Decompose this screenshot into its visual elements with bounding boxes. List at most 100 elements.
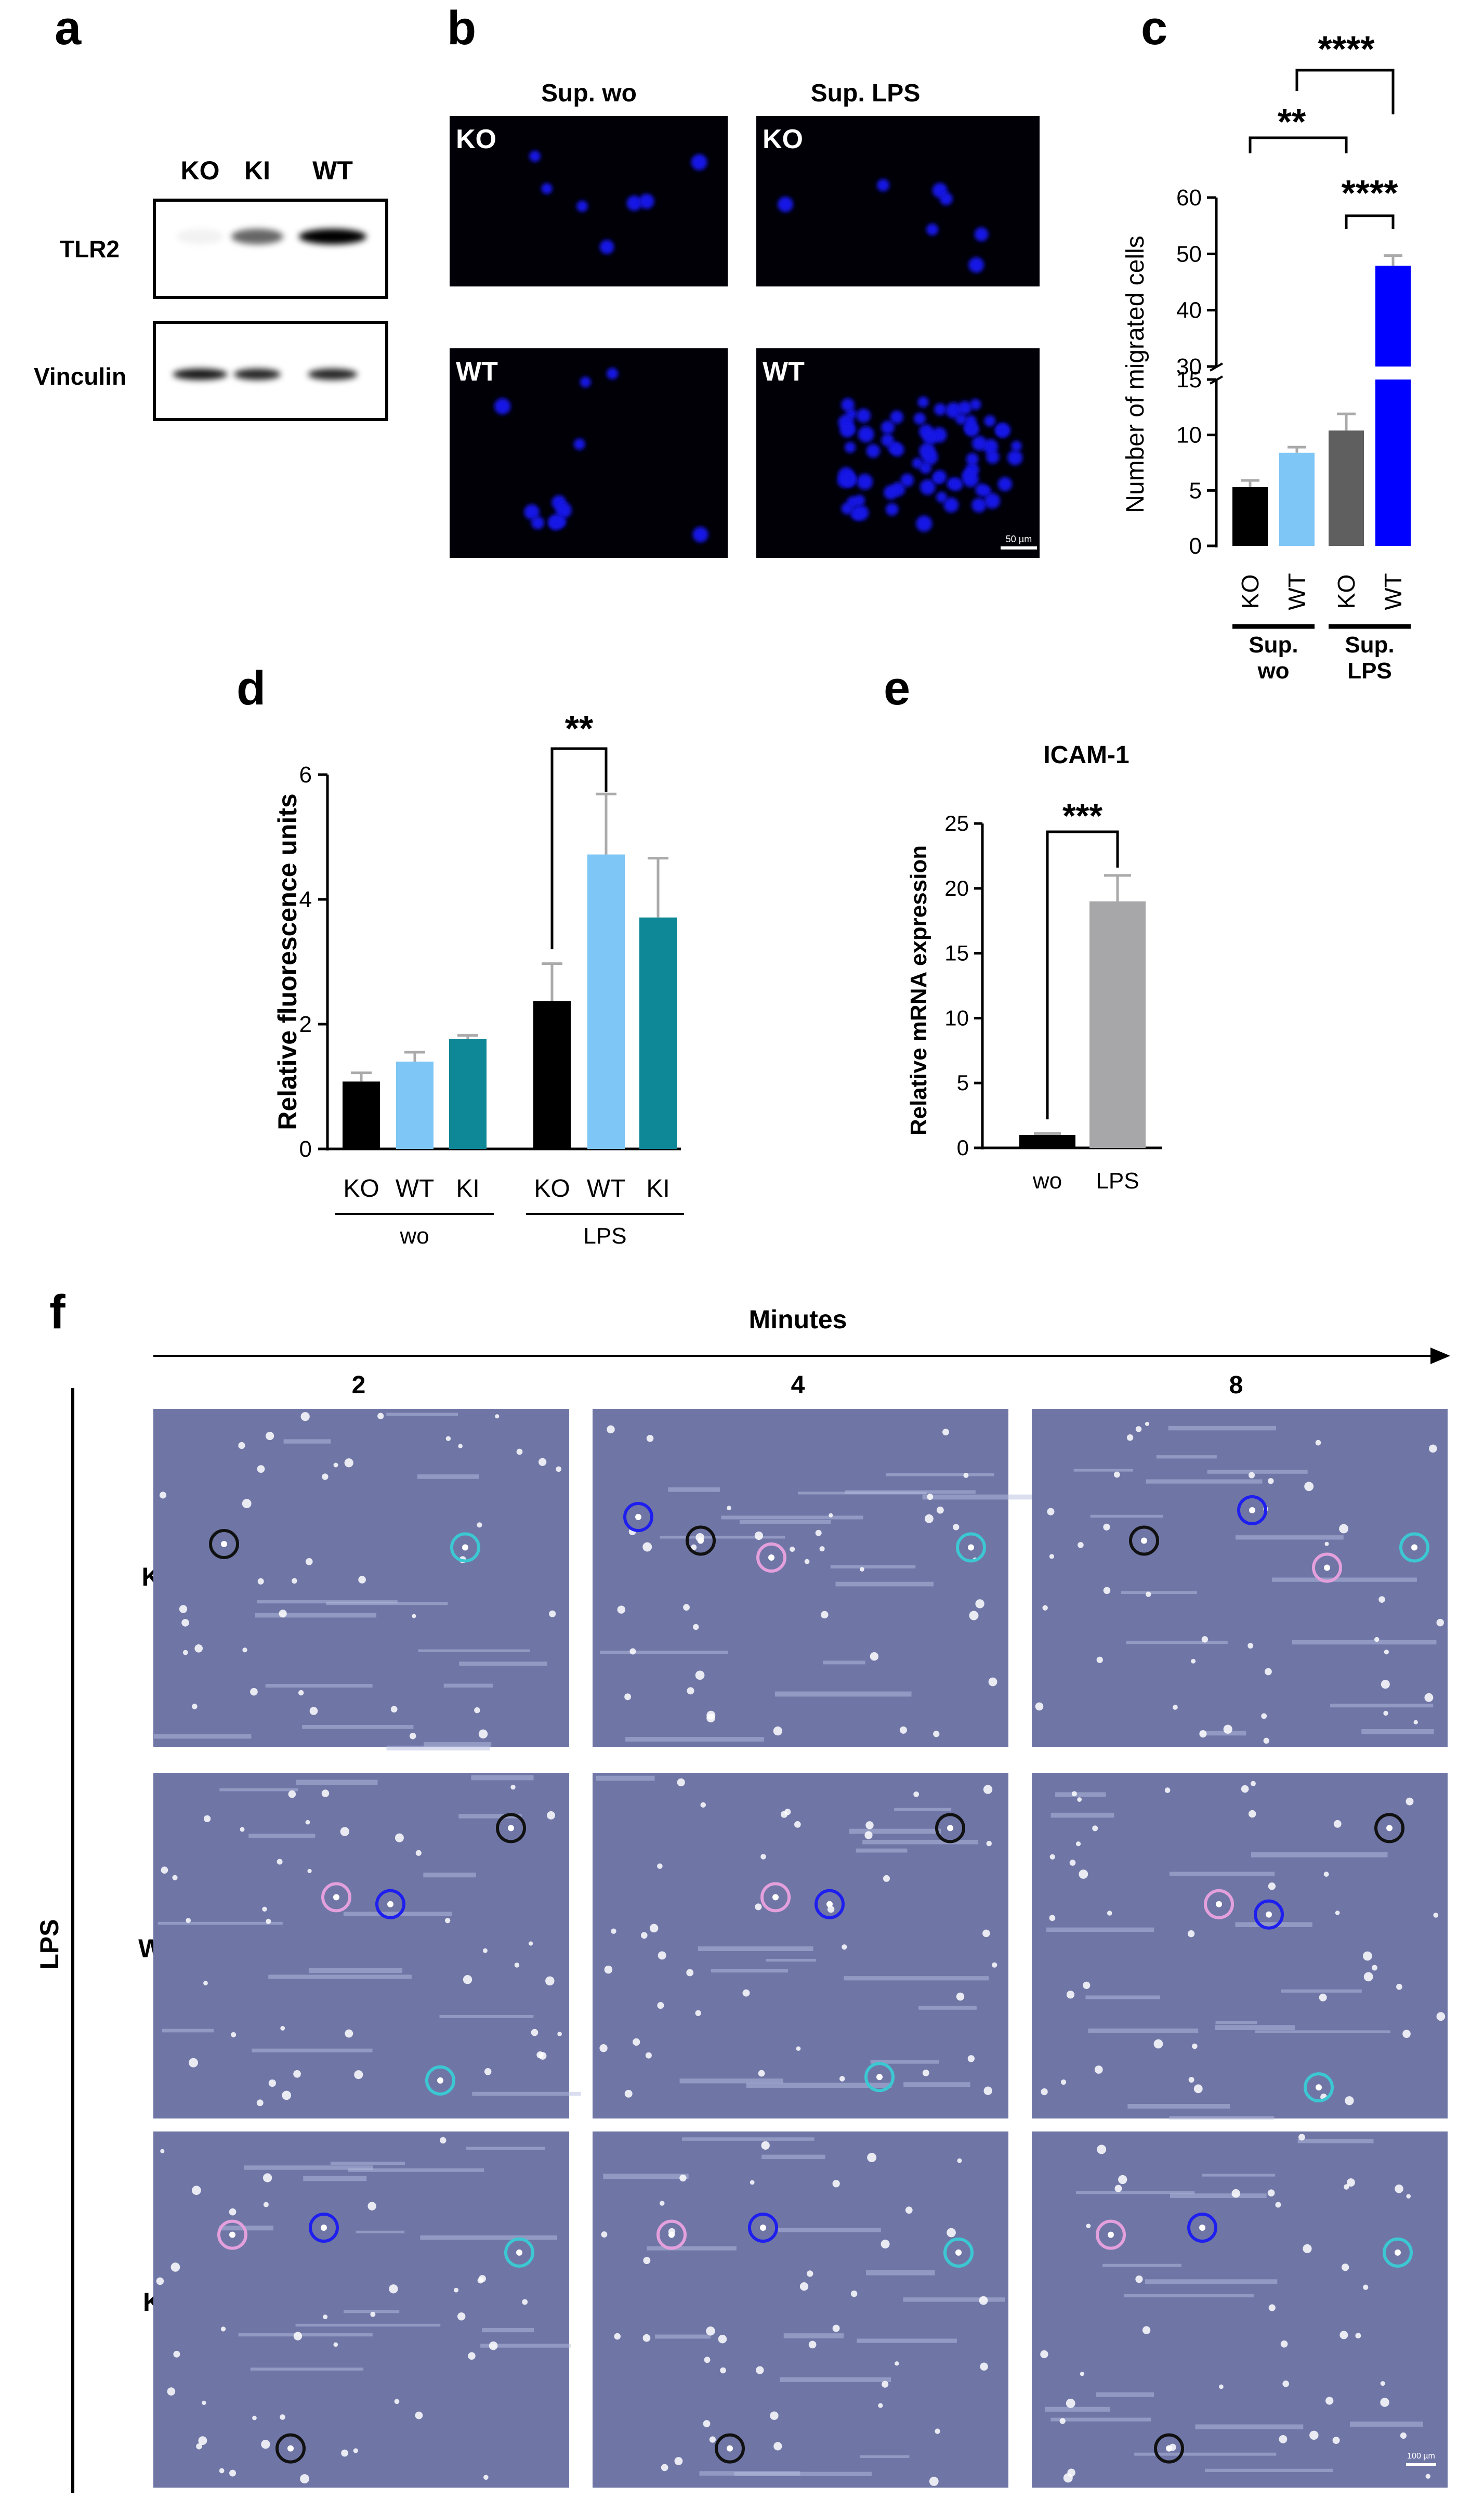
cell bbox=[686, 1969, 694, 1977]
cell bbox=[1344, 2184, 1349, 2190]
cell bbox=[645, 2052, 652, 2059]
nucleus bbox=[955, 413, 967, 425]
cell bbox=[1280, 2340, 1288, 2348]
cell bbox=[839, 2076, 845, 2082]
scan-streak bbox=[248, 1834, 316, 1838]
tracked-cell bbox=[768, 1554, 774, 1561]
cell bbox=[799, 2282, 809, 2291]
cell bbox=[333, 1462, 338, 1468]
nucleus bbox=[881, 434, 894, 447]
cell bbox=[282, 2090, 292, 2100]
nucleus bbox=[548, 514, 564, 530]
nucleus bbox=[599, 240, 614, 254]
micrograph-tile: WT bbox=[450, 348, 728, 558]
cell bbox=[159, 1492, 167, 1499]
cell bbox=[1145, 1421, 1149, 1426]
cell bbox=[268, 2079, 277, 2087]
cell bbox=[1103, 1523, 1110, 1531]
scan-streak bbox=[918, 2006, 977, 2010]
cell bbox=[1083, 1981, 1091, 1989]
cell bbox=[354, 2070, 363, 2080]
blot-band bbox=[234, 369, 281, 380]
cell bbox=[1059, 2418, 1066, 2424]
cell bbox=[870, 1652, 879, 1661]
cell bbox=[1402, 2030, 1411, 2038]
lane-label-wt: WT bbox=[312, 156, 353, 185]
significance-label: **** bbox=[1318, 29, 1375, 69]
cell bbox=[1333, 1820, 1342, 1828]
y-tick-label: 40 bbox=[1176, 298, 1202, 323]
scan-streak bbox=[1215, 2025, 1295, 2031]
column-title-sup-lps: Sup. LPS bbox=[811, 80, 921, 107]
x-tick-label: wo bbox=[1032, 1168, 1062, 1194]
cell bbox=[905, 2206, 913, 2214]
cell bbox=[250, 1688, 258, 1696]
cell bbox=[720, 2367, 726, 2374]
cell bbox=[510, 1784, 516, 1790]
scan-streak bbox=[780, 2377, 891, 2382]
tracked-cell-circle bbox=[715, 2433, 745, 2464]
scan-streak bbox=[252, 2048, 373, 2052]
tracked-cell-circle bbox=[1204, 1889, 1234, 1919]
scan-streak bbox=[348, 2168, 484, 2172]
scan-streak bbox=[1102, 2264, 1181, 2267]
cell bbox=[1374, 1637, 1380, 1642]
scan-streak bbox=[1126, 1641, 1228, 1644]
cell bbox=[495, 1414, 500, 1419]
tracked-cell bbox=[1199, 2224, 1205, 2231]
significance-bracket bbox=[1046, 830, 1119, 1120]
timelapse-tile bbox=[153, 1409, 569, 1751]
cell bbox=[953, 1524, 960, 1531]
cell bbox=[957, 2158, 962, 2163]
scan-streak bbox=[1207, 1470, 1308, 1474]
blot-band bbox=[173, 369, 228, 380]
group-label: Sup. bbox=[1249, 632, 1298, 658]
nucleus bbox=[975, 483, 988, 496]
y-tick-label: 0 bbox=[1189, 533, 1202, 559]
cell bbox=[969, 1611, 979, 1620]
cell bbox=[181, 1619, 189, 1627]
cell bbox=[277, 1859, 283, 1865]
scan-streak bbox=[647, 2246, 737, 2251]
scan-streak bbox=[295, 1780, 378, 1785]
scan-streak bbox=[1156, 1455, 1217, 1459]
time-label-8: 8 bbox=[1229, 1371, 1243, 1399]
cell bbox=[706, 1714, 716, 1723]
scan-streak bbox=[423, 1742, 492, 1747]
nucleus bbox=[966, 453, 979, 466]
y-axis-label: Number of migrated cells bbox=[1122, 236, 1149, 513]
scan-streak bbox=[654, 2334, 711, 2339]
timelapse-tile bbox=[153, 2131, 571, 2488]
cell bbox=[1362, 1951, 1372, 1961]
nucleus bbox=[950, 478, 963, 491]
significance-bracket bbox=[550, 747, 608, 949]
tracked-cell-circle bbox=[450, 1532, 480, 1563]
tracked-cell-circle bbox=[1399, 1532, 1429, 1563]
cell bbox=[1400, 2432, 1407, 2439]
cell bbox=[913, 1791, 920, 1797]
cell bbox=[640, 1932, 648, 1939]
cell bbox=[179, 1605, 188, 1613]
bar bbox=[449, 1039, 487, 1149]
column-title-sup-wo: Sup. wo bbox=[541, 80, 637, 107]
scan-streak bbox=[721, 1515, 863, 1520]
cell bbox=[1092, 1825, 1098, 1832]
scan-streak bbox=[766, 1958, 817, 1962]
panel-letter-a: a bbox=[55, 2, 82, 55]
cell bbox=[478, 2275, 486, 2283]
cell bbox=[1413, 1720, 1418, 1725]
lane-label-ki: KI bbox=[244, 156, 270, 185]
scan-streak bbox=[1271, 1577, 1417, 1582]
cell bbox=[263, 2202, 269, 2207]
cell bbox=[992, 1962, 997, 1968]
minutes-axis-label: Minutes bbox=[749, 1305, 847, 1334]
cell bbox=[933, 1731, 940, 1737]
tracked-cell bbox=[516, 2249, 522, 2256]
scan-streak bbox=[1281, 1989, 1362, 1993]
scan-streak bbox=[739, 1520, 831, 1524]
scan-streak bbox=[238, 2333, 373, 2337]
cell bbox=[1372, 1965, 1377, 1971]
cell bbox=[240, 1827, 245, 1832]
cell bbox=[415, 1850, 422, 1856]
cell bbox=[323, 2314, 328, 2320]
